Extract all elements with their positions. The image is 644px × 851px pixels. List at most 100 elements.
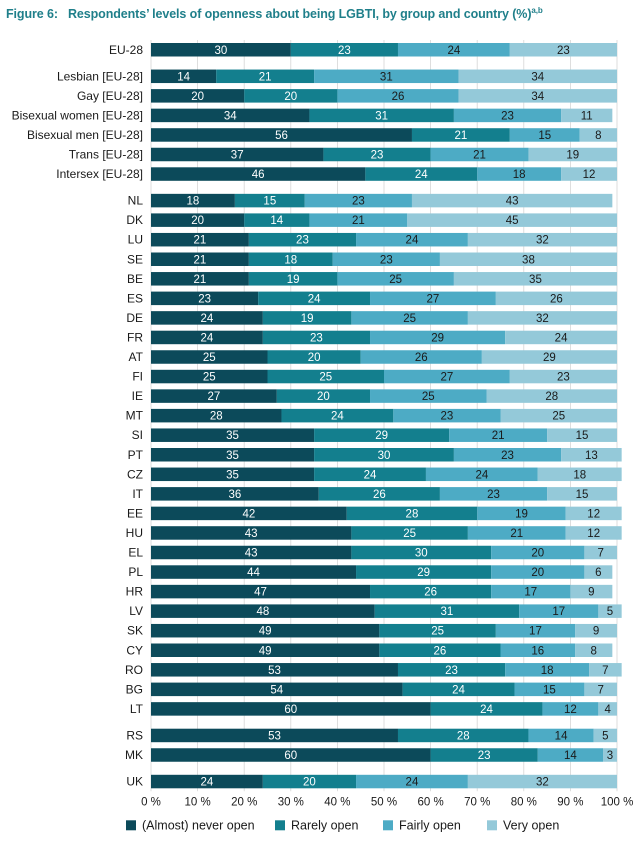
bar-row-pt: PT 35 30 23 13 (128, 448, 622, 462)
bar-segment-almost-never-open (151, 167, 366, 181)
data-label: 25 (422, 391, 435, 403)
bar-segment-very-open (565, 526, 622, 540)
data-label: 3 (607, 750, 613, 762)
bar-segment-rarely-open (248, 232, 357, 247)
bar-segment-fairly-open (393, 408, 501, 423)
category-label: CY (126, 643, 143, 657)
data-label: 34 (531, 91, 544, 103)
bar-segment-very-open (439, 252, 617, 266)
bar-segment-rarely-open (397, 663, 506, 677)
bar-segment-very-open (584, 565, 613, 579)
bar-segment-almost-never-open (151, 702, 431, 716)
bar-segment-very-open (537, 467, 622, 482)
bar-segment-rarely-open (290, 43, 398, 57)
bar-segment-very-open (467, 774, 617, 789)
bar-segment-fairly-open (491, 545, 585, 560)
bar-segment-almost-never-open (151, 774, 263, 789)
data-label: 24 (475, 469, 488, 481)
bar-segment-almost-never-open (151, 467, 315, 482)
bar-segment-fairly-open (537, 748, 604, 762)
bar-segment-fairly-open (453, 448, 562, 462)
data-label: 29 (543, 352, 556, 364)
bar-row-es: ES 23 24 27 26 (127, 291, 617, 305)
category-label: MT (126, 409, 144, 423)
data-label: 23 (478, 750, 491, 762)
bar-segment-rarely-open (365, 167, 478, 181)
category-label: HU (126, 526, 143, 540)
bar-segment-fairly-open (337, 272, 454, 286)
bar-segment-very-open (453, 272, 617, 286)
bar-row-nl: NL 18 15 23 43 (128, 194, 613, 208)
data-label: 12 (564, 704, 577, 716)
bar-segment-almost-never-open (151, 108, 310, 123)
bar-segment-almost-never-open (151, 147, 324, 162)
bar-segment-rarely-open (244, 89, 338, 103)
data-label: 21 (492, 430, 505, 442)
x-tick-label: 0 % (141, 796, 161, 808)
legend-swatch (383, 820, 393, 831)
bar-segment-rarely-open (379, 643, 501, 657)
bar-row-bisexual-women-eu-28: Bisexual women [EU-28] 34 31 23 11 (12, 108, 613, 122)
data-label: 29 (417, 567, 430, 579)
data-label: 20 (531, 567, 544, 579)
bar-row-el: EL 43 30 20 7 (128, 546, 617, 560)
data-label: 49 (259, 626, 272, 638)
data-label: 47 (254, 587, 267, 599)
x-tick-label: 80 % (511, 796, 537, 808)
data-label: 43 (506, 196, 519, 208)
data-label: 18 (284, 254, 297, 266)
data-label: 6 (595, 567, 601, 579)
data-label: 30 (415, 548, 428, 560)
legend-label: Very open (503, 818, 559, 832)
data-label: 19 (287, 274, 300, 286)
data-label: 5 (602, 730, 608, 742)
bar-row-se: SE 21 18 23 38 (127, 252, 617, 266)
bar-segment-almost-never-open (151, 506, 347, 521)
bar-segment-rarely-open (216, 69, 315, 84)
data-label: 32 (536, 313, 549, 325)
bar-segment-rarely-open (262, 774, 357, 789)
data-label: 25 (403, 528, 416, 540)
data-label: 25 (389, 274, 402, 286)
bar-segment-fairly-open (491, 584, 571, 599)
bar-segment-almost-never-open (151, 604, 375, 618)
data-label: 8 (590, 645, 596, 657)
category-label: DE (126, 311, 143, 325)
data-label: 8 (595, 130, 601, 142)
category-label: BE (127, 272, 143, 286)
bar-segment-rarely-open (248, 252, 333, 266)
x-tick-label: 100 % (601, 796, 634, 808)
data-label: 32 (536, 777, 549, 789)
bar-segment-very-open (561, 167, 617, 181)
data-label: 19 (566, 150, 579, 162)
bar-row-it: IT 36 26 23 15 (132, 487, 617, 501)
bar-segment-rarely-open (267, 369, 384, 384)
bar-row-lt: LT 60 24 12 4 (130, 702, 617, 716)
category-label: PL (128, 565, 143, 579)
data-label: 9 (588, 587, 594, 599)
bar-segment-fairly-open (500, 643, 576, 657)
x-tick-label: 20 % (231, 796, 257, 808)
data-label: 24 (415, 169, 428, 181)
data-label: 60 (284, 750, 297, 762)
data-label: 37 (231, 150, 244, 162)
bar-segment-rarely-open (314, 467, 426, 482)
data-label: 26 (415, 352, 428, 364)
bar-segment-fairly-open (542, 702, 599, 716)
bar-segment-almost-never-open (151, 89, 245, 103)
category-label: EU-28 (109, 43, 143, 57)
bar-segment-rarely-open (248, 272, 338, 286)
bar-segment-very-open (505, 330, 617, 345)
x-tick-label: 40 % (324, 796, 350, 808)
data-label: 56 (275, 130, 288, 142)
bar-segment-fairly-open (519, 604, 599, 618)
data-label: 21 (473, 150, 486, 162)
bar-segment-fairly-open (509, 128, 580, 142)
bar-segment-almost-never-open (151, 369, 268, 384)
data-label: 48 (256, 606, 269, 618)
bar-segment-fairly-open (514, 682, 585, 697)
bar-segment-rarely-open (374, 604, 520, 618)
data-label: 24 (201, 777, 214, 789)
data-label: 26 (424, 587, 437, 599)
bar-row-de: DE 24 19 25 32 (126, 311, 617, 325)
